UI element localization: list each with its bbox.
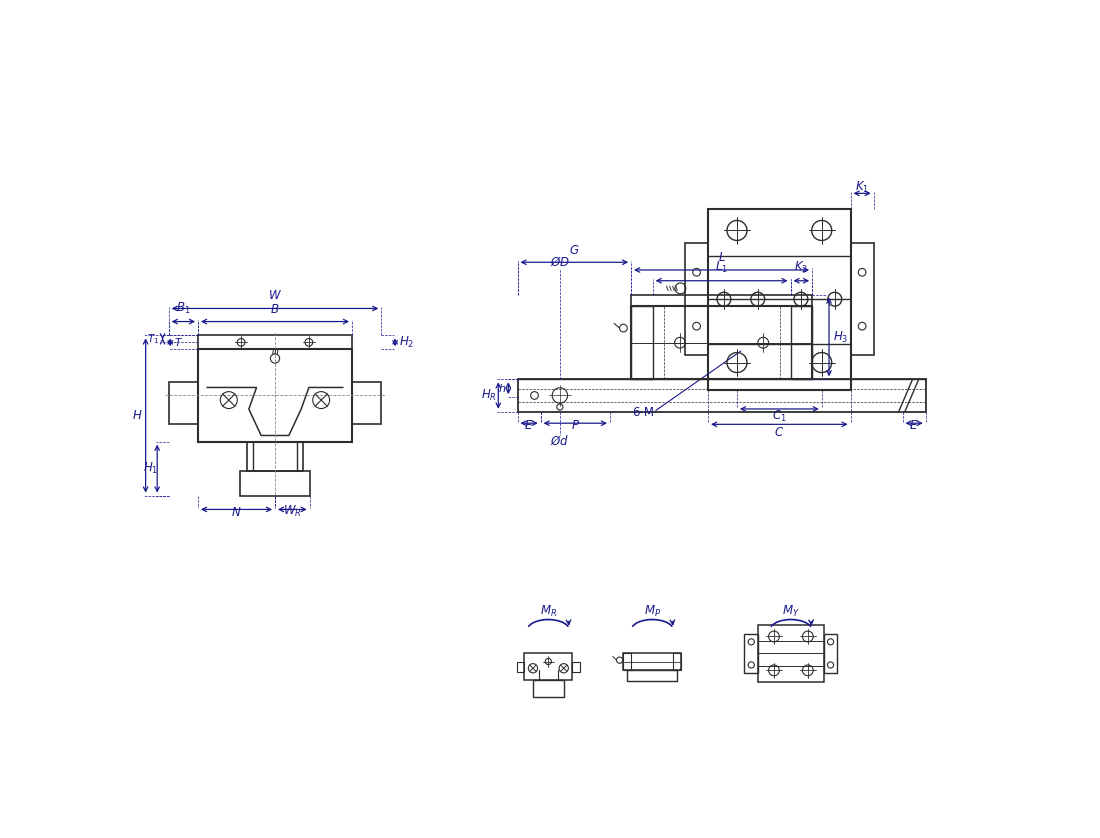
Text: $K_1$: $K_1$: [855, 179, 869, 194]
Bar: [824, 634, 837, 673]
Bar: [624, 654, 681, 670]
Bar: [240, 471, 310, 495]
Text: $P$: $P$: [571, 420, 580, 432]
Text: $M_R$: $M_R$: [540, 603, 557, 618]
Text: $Ød$: $Ød$: [550, 434, 570, 447]
Text: 6-M: 6-M: [632, 406, 654, 419]
Text: $M_Y$: $M_Y$: [782, 603, 800, 618]
Text: $H_2$: $H_2$: [399, 335, 415, 350]
Bar: [572, 661, 580, 672]
Text: $N$: $N$: [231, 505, 242, 519]
Text: $L_1$: $L_1$: [715, 261, 728, 276]
Text: $B_1$: $B_1$: [176, 301, 190, 316]
Text: $T_1$: $T_1$: [147, 332, 160, 346]
Text: $E$: $E$: [910, 420, 918, 432]
Text: $H_R$: $H_R$: [482, 388, 497, 403]
Bar: [631, 306, 812, 380]
Bar: [517, 661, 525, 672]
Bar: [627, 670, 678, 681]
Text: $B$: $B$: [271, 303, 279, 316]
Bar: [352, 382, 382, 424]
Bar: [518, 380, 926, 411]
Text: $M_P$: $M_P$: [644, 603, 661, 618]
Bar: [685, 243, 708, 355]
Bar: [758, 624, 824, 682]
Text: $H_1$: $H_1$: [143, 461, 158, 476]
Bar: [525, 654, 572, 680]
Bar: [850, 243, 873, 355]
Text: $h$: $h$: [497, 382, 506, 394]
Bar: [631, 295, 812, 306]
Bar: [534, 680, 563, 697]
Text: $W$: $W$: [268, 289, 282, 303]
Bar: [198, 349, 352, 442]
Bar: [673, 654, 681, 670]
Bar: [198, 335, 352, 349]
Text: $H$: $H$: [132, 409, 142, 422]
Bar: [624, 654, 631, 670]
Text: $E$: $E$: [525, 420, 533, 432]
Text: $L$: $L$: [717, 251, 726, 264]
Bar: [745, 634, 758, 673]
Text: $T$: $T$: [174, 336, 183, 349]
Text: $H_3$: $H_3$: [833, 329, 848, 344]
Bar: [168, 382, 198, 424]
Text: $C_1$: $C_1$: [772, 409, 786, 424]
Text: $C$: $C$: [774, 426, 784, 438]
Bar: [631, 306, 652, 380]
Text: $G$: $G$: [569, 244, 580, 257]
Bar: [246, 442, 304, 471]
Text: $ØD$: $ØD$: [550, 256, 570, 269]
Bar: [708, 209, 850, 390]
Text: $W_R$: $W_R$: [283, 504, 301, 519]
Bar: [791, 306, 812, 380]
Text: $K_2$: $K_2$: [794, 261, 808, 276]
